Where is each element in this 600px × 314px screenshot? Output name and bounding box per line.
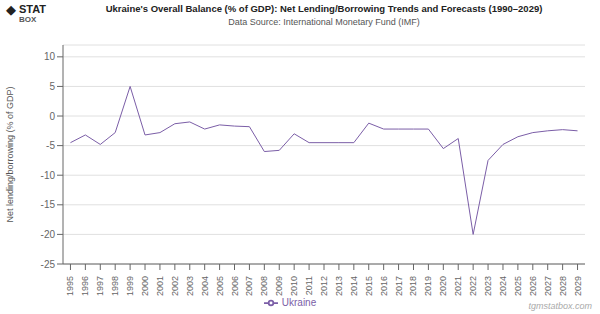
svg-text:1996: 1996 [80,276,90,296]
html-text:Data Source: International Mon: Data Source: International Monetary Fund… [228,17,420,27]
svg-text:2006: 2006 [230,276,240,296]
html-text:◆ STAT: ◆ STAT [6,2,47,17]
svg-text:-5: -5 [46,140,55,151]
svg-text:2014: 2014 [349,276,359,296]
svg-text:-20: -20 [41,229,56,240]
svg-text:2000: 2000 [140,276,150,296]
svg-text:10: 10 [44,51,56,62]
svg-text:0: 0 [49,111,55,122]
svg-text:2029: 2029 [573,276,583,296]
svg-text:Net lending/borrowing (% of GD: Net lending/borrowing (% of GDP) [8,86,15,222]
html-text:Ukraine: Ukraine [281,296,317,308]
svg-text:2009: 2009 [274,276,284,296]
svg-text:2013: 2013 [334,276,344,296]
svg-text:1999: 1999 [125,276,135,296]
svg-text:2020: 2020 [438,276,448,296]
svg-text:1998: 1998 [110,276,120,296]
svg-text:2016: 2016 [379,276,389,296]
svg-text:2021: 2021 [453,276,463,296]
svg-text:-15: -15 [41,199,56,210]
svg-text:2022: 2022 [468,276,478,296]
svg-text:2018: 2018 [408,276,418,296]
svg-text:-10: -10 [41,170,56,181]
svg-text:-25: -25 [41,259,56,270]
svg-text:2027: 2027 [543,276,553,296]
svg-text:1995: 1995 [65,276,75,296]
svg-text:2007: 2007 [244,276,254,296]
svg-text:2010: 2010 [289,276,299,296]
svg-text:2023: 2023 [483,276,493,296]
svg-text:2008: 2008 [259,276,269,296]
svg-text:2019: 2019 [423,276,433,296]
svg-text:2024: 2024 [498,276,508,296]
html-text:Ukraine's Overall Balance (% o: Ukraine's Overall Balance (% of GDP): Ne… [105,3,543,14]
svg-text:2028: 2028 [558,276,568,296]
svg-text:2012: 2012 [319,276,329,296]
svg-text:2015: 2015 [364,276,374,296]
svg-text:2003: 2003 [185,276,195,296]
svg-text:1997: 1997 [95,276,105,296]
svg-text:5: 5 [49,81,55,92]
svg-text:2004: 2004 [200,276,210,296]
svg-text:2005: 2005 [215,276,225,296]
svg-text:2002: 2002 [170,276,180,296]
svg-text:2017: 2017 [394,276,404,296]
html-text:BOX: BOX [19,15,37,24]
html-text:tgmstatbox.com: tgmstatbox.com [528,301,592,311]
svg-text:2025: 2025 [513,276,523,296]
svg-text:2026: 2026 [528,276,538,296]
svg-text:2011: 2011 [304,276,314,295]
svg-text:2001: 2001 [155,276,165,296]
